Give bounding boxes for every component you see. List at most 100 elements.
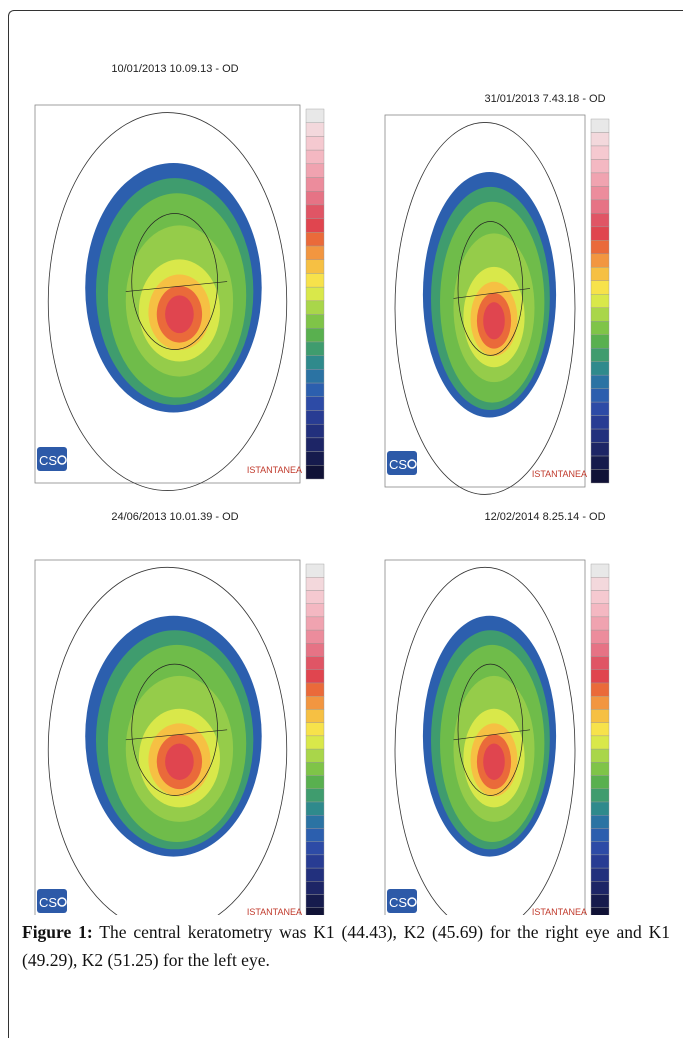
color-scale-step	[590, 669, 610, 684]
logo-box	[387, 451, 417, 475]
color-scale-step	[305, 355, 325, 370]
color-scale-step	[590, 616, 610, 631]
panel-title: 24/06/2013 10.01.39 - OD	[111, 511, 238, 523]
axis-line	[125, 281, 228, 292]
logo-box	[37, 889, 67, 913]
color-scale-step	[590, 253, 610, 268]
map-label: ISTANTANEA	[532, 469, 587, 479]
cornea-outline	[47, 112, 288, 491]
map-region	[483, 302, 505, 340]
topography-panel: 12/02/2014 8.25.14 - OD CS ISTANTANEA	[384, 511, 610, 915]
axis-line	[453, 288, 531, 299]
cornea-outline	[394, 122, 576, 495]
panel-title: 31/01/2013 7.43.18 - OD	[484, 93, 605, 105]
color-scale-step	[590, 267, 610, 281]
color-scale-step	[590, 841, 610, 856]
color-scale-step	[305, 163, 325, 178]
color-scale-step	[590, 788, 610, 803]
color-scale-step	[590, 199, 610, 214]
color-scale-step	[305, 762, 325, 776]
color-scale-step	[590, 213, 610, 228]
color-scale-step	[305, 437, 325, 452]
color-scale-step	[305, 218, 325, 233]
color-scale-step	[305, 286, 325, 302]
color-scale-step	[590, 307, 610, 322]
panel-title: 10/01/2013 10.09.13 - OD	[111, 63, 238, 75]
color-scale-step	[590, 347, 610, 362]
figure: 10/01/2013 10.09.13 - ODCSISTANTANEA31/0…	[34, 63, 610, 915]
color-scale-step	[305, 300, 325, 315]
color-scale-step	[305, 801, 325, 816]
color-scale-step	[305, 815, 325, 829]
logo-symbol	[57, 897, 67, 907]
color-scale-step	[590, 907, 610, 915]
color-scale-step	[305, 136, 325, 151]
axis-line	[453, 729, 531, 741]
map-region	[165, 295, 194, 334]
topography-panel: 24/06/2013 10.01.39 - OD CS ISTANTANEA	[34, 511, 325, 915]
color-scale-step	[305, 881, 325, 895]
color-scale-step	[590, 401, 610, 416]
color-scale-step	[590, 762, 610, 776]
color-scale-step	[305, 191, 325, 206]
color-scale-step	[590, 881, 610, 895]
color-scale-step	[305, 775, 325, 789]
color-scale-step	[590, 186, 610, 201]
color-scale-step	[590, 280, 610, 295]
color-scale-step	[305, 629, 325, 644]
color-scale-step	[305, 259, 325, 274]
color-scale-step	[590, 321, 610, 335]
color-scale-step	[590, 361, 610, 376]
logo: CS	[39, 895, 57, 910]
color-scale-step	[590, 603, 610, 618]
color-scale-step	[590, 374, 610, 389]
color-scale-step	[305, 245, 325, 260]
color-scale-step	[305, 382, 325, 397]
color-scale-step	[590, 334, 610, 349]
color-scale-step	[590, 894, 610, 908]
color-scale-step	[590, 132, 610, 147]
caption: Figure 1: The central keratometry was K1…	[22, 918, 670, 974]
map-label: ISTANTANEA	[247, 465, 302, 475]
color-scale-step	[590, 643, 610, 657]
color-scale-step	[305, 577, 325, 591]
color-scale-step	[305, 177, 325, 192]
pupil-outline	[457, 221, 524, 356]
color-scale-step	[305, 122, 325, 137]
color-scale-step	[305, 867, 325, 882]
color-scale-step	[590, 226, 610, 241]
logo-symbol	[407, 897, 417, 907]
color-scale-step	[305, 108, 325, 123]
panel-title: 12/02/2014 8.25.14 - OD	[484, 511, 605, 523]
color-scale-step	[590, 428, 610, 443]
figure-frame	[8, 10, 683, 1038]
color-scale-step	[590, 867, 610, 882]
color-scale-step	[590, 577, 610, 591]
logo-symbol	[407, 459, 417, 469]
color-scale-step	[590, 442, 610, 457]
color-scale-step	[305, 709, 325, 723]
logo: CS	[39, 453, 57, 468]
color-scale-step	[305, 149, 325, 165]
logo-symbol	[57, 455, 67, 465]
color-scale-step	[305, 423, 325, 439]
color-scale-step	[305, 907, 325, 915]
color-scale-step	[305, 273, 325, 288]
color-scale-step	[590, 172, 610, 187]
color-scale-step	[305, 669, 325, 684]
color-scale-step	[590, 735, 610, 750]
color-scale-step	[305, 828, 325, 842]
map-region	[165, 743, 194, 780]
color-scale-step	[305, 369, 325, 384]
pupil-outline	[131, 213, 218, 350]
color-scale-step	[305, 735, 325, 750]
map-region	[483, 743, 505, 780]
color-scale-step	[305, 341, 325, 356]
color-scale-step	[305, 841, 325, 856]
color-scale-step	[590, 294, 610, 308]
color-scale-step	[590, 854, 610, 869]
topography-panel: 31/01/2013 7.43.18 - OD CS ISTANTANEA	[384, 93, 610, 495]
logo-box	[387, 889, 417, 913]
color-scale-step	[590, 801, 610, 816]
